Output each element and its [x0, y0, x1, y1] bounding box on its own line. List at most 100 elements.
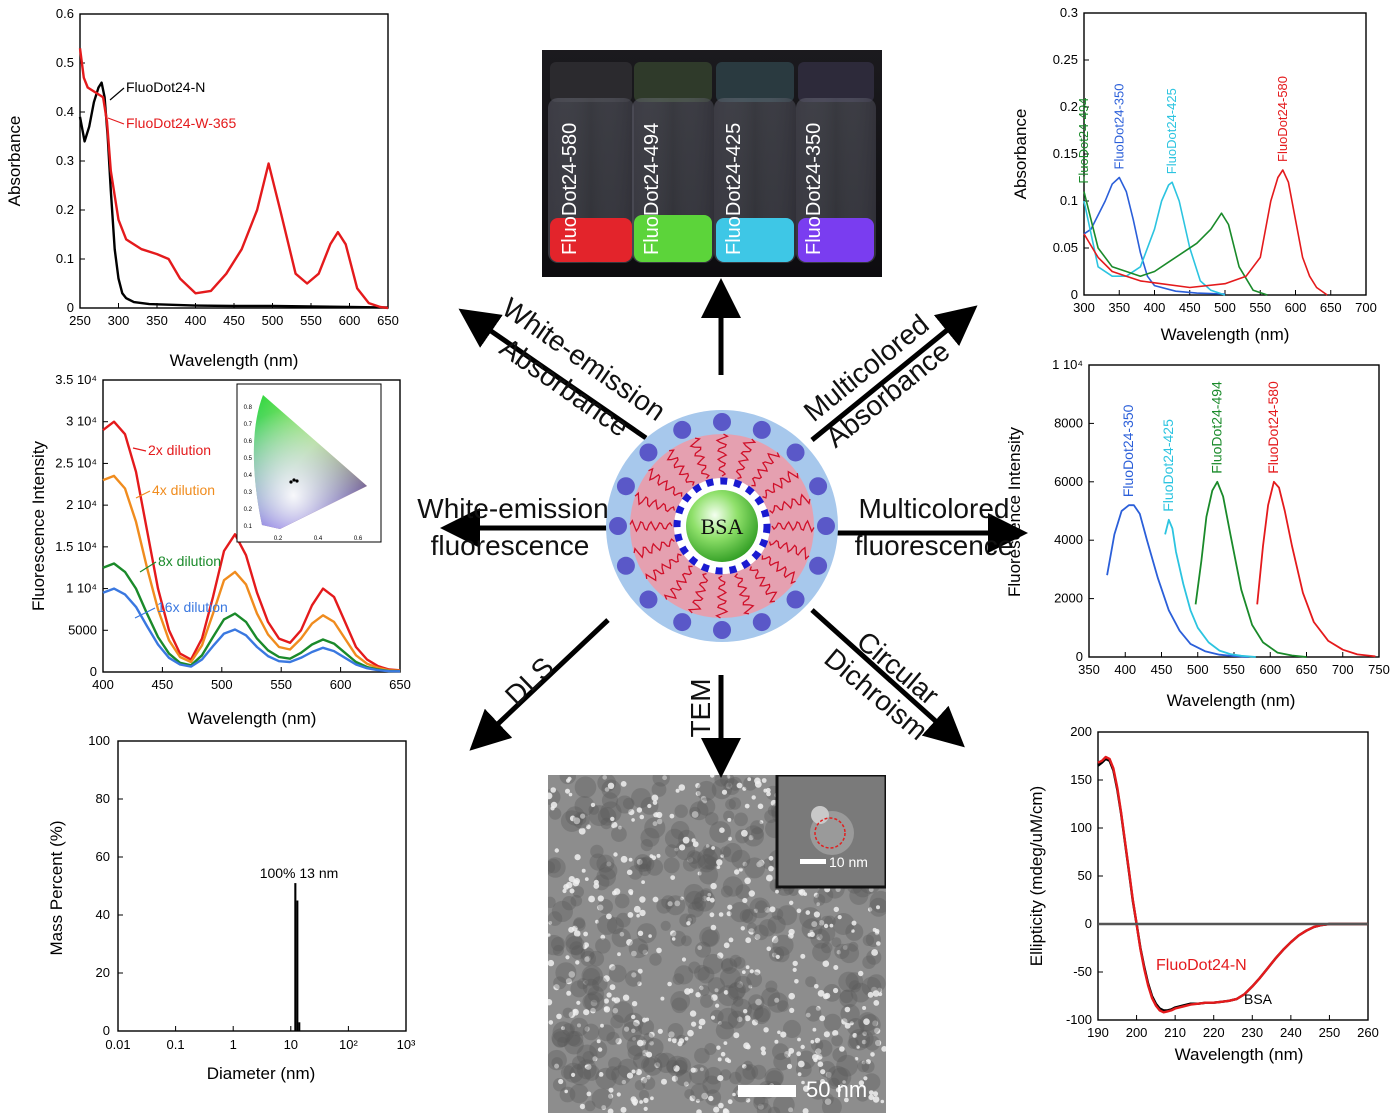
tem-particle	[562, 1007, 574, 1019]
chart-multicolored-absorbance: 300 350 400 450 500 550 600 650 700 0 0.05 0.1 0.15 0…	[1011, 5, 1377, 344]
series-leader-2x	[132, 447, 147, 452]
tem-particle	[700, 795, 707, 802]
tem-particle	[651, 782, 667, 797]
tem-particle	[570, 945, 586, 960]
tem-particle	[648, 1031, 655, 1038]
y-axis-label: Absorbance	[5, 116, 24, 207]
tem-particle	[584, 991, 605, 1012]
tem-particle	[858, 1080, 865, 1086]
tem-particle	[811, 921, 818, 928]
tem-particle	[550, 787, 556, 793]
plot-frame	[102, 379, 401, 673]
x-tick-label: 750	[1368, 662, 1390, 677]
tem-particle	[812, 1027, 817, 1032]
peak-label-0: FluoDot24-350	[1111, 84, 1126, 170]
tem-particle	[644, 817, 666, 839]
tem-particle	[695, 783, 701, 789]
tem-particle	[757, 803, 764, 810]
y-tick-label: 6000	[1054, 474, 1083, 489]
series-line-0	[102, 420, 401, 672]
tem-particle	[782, 1019, 802, 1039]
tem-particle	[751, 795, 756, 800]
polymer-chain	[687, 572, 709, 614]
tem-particle	[813, 911, 820, 918]
tem-particle	[828, 1077, 840, 1090]
tem-particle	[716, 865, 721, 869]
inset-y-tick: 0.4	[244, 473, 253, 479]
tem-particle	[563, 884, 569, 890]
tem-particle	[620, 855, 628, 863]
tem-particle	[607, 1108, 614, 1113]
tem-particle	[727, 904, 733, 910]
tem-particle	[611, 1001, 634, 1023]
tem-particle	[753, 1007, 770, 1025]
tem-particle	[754, 969, 761, 976]
tem-particle	[549, 807, 562, 820]
tem-particle	[753, 1095, 769, 1111]
label-fluorescence-left: fluorescence	[431, 530, 590, 561]
tem-particle	[858, 970, 864, 977]
tem-particle	[690, 1083, 709, 1102]
tem-particle	[701, 895, 708, 902]
x-tick-label: 600	[1285, 300, 1307, 315]
tem-particle	[834, 943, 850, 959]
tem-particle	[681, 957, 687, 962]
tem-particle	[735, 884, 751, 900]
tem-particle	[835, 1087, 842, 1093]
tem-particle	[656, 818, 663, 825]
tem-particle	[741, 829, 748, 837]
tem-particle	[720, 885, 733, 898]
tem-particle	[756, 1102, 772, 1113]
tem-particle	[691, 811, 699, 818]
x-tick-label: 400	[1114, 662, 1136, 677]
tem-particle	[720, 854, 724, 858]
peak-label-1: FluoDot24-425	[1160, 419, 1176, 512]
tem-particle	[711, 846, 715, 850]
tem-particle	[596, 854, 615, 873]
tem-particle	[633, 905, 641, 913]
tem-particle	[729, 901, 751, 923]
tem-particle	[565, 932, 583, 950]
tem-particle	[606, 1031, 620, 1045]
arrow-lower-right	[810, 608, 965, 748]
polymer-chain	[749, 566, 778, 603]
tem-particle	[820, 1069, 826, 1075]
vial-350	[796, 62, 876, 263]
tem-particle	[649, 953, 662, 966]
y-tick-label: 0	[1085, 916, 1092, 931]
tem-particle	[742, 1064, 759, 1080]
tem-particle	[867, 974, 886, 993]
tem-particle	[641, 1056, 657, 1073]
tem-particle	[564, 1089, 568, 1094]
polymer-chain	[645, 553, 682, 582]
tem-particle	[694, 1047, 710, 1064]
tem-particle	[727, 836, 732, 841]
y-tick-label: 200	[1070, 724, 1092, 739]
tem-particle	[773, 1053, 791, 1071]
tem-particle	[572, 886, 584, 898]
tem-particle	[708, 1095, 714, 1102]
tem-particle	[643, 1097, 649, 1104]
polymer-chain	[735, 438, 757, 480]
tem-particle	[862, 955, 876, 969]
tem-particle	[800, 953, 806, 959]
tem-particle	[757, 1103, 764, 1110]
x-tick-label: 700	[1355, 300, 1377, 315]
tem-particle	[694, 941, 712, 958]
tem-particle	[675, 1069, 692, 1087]
tem-particle	[789, 1007, 795, 1013]
tem-particle	[692, 841, 699, 848]
polymer-chain	[771, 519, 815, 533]
tem-particle	[745, 1098, 751, 1103]
tem-particle	[689, 1010, 697, 1017]
tem-particle	[856, 1045, 860, 1049]
tem-particle	[646, 858, 664, 876]
tem-particle	[718, 1021, 722, 1025]
vials-photo: FluoDot24-580 FluoDot24-494 FluoDot24-42…	[542, 50, 882, 277]
tem-particle	[697, 854, 716, 873]
series-line-3	[1256, 480, 1376, 658]
tem-particle	[596, 867, 616, 887]
y-tick-label: 0.6	[56, 6, 74, 21]
tem-particle	[742, 897, 748, 904]
